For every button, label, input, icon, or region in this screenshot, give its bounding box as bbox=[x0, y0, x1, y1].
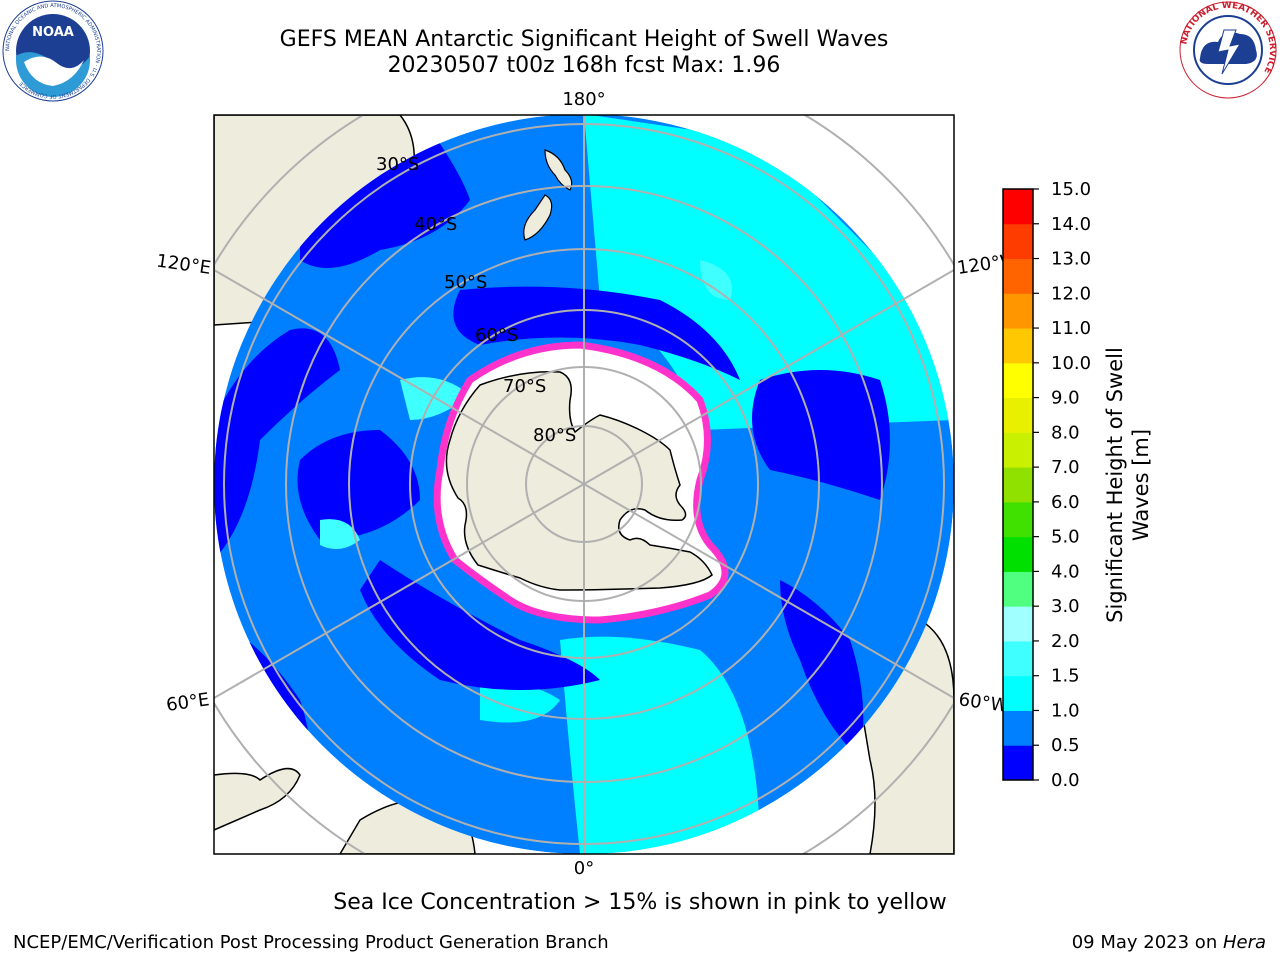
lon-label-120e: 120°E bbox=[155, 251, 212, 279]
colorbar-tick-label: 11.0 bbox=[1051, 318, 1091, 339]
lat-label-50s: 50°S bbox=[444, 272, 487, 293]
lon-label-60e: 60°E bbox=[165, 689, 211, 716]
colorbar-tick-label: 15.0 bbox=[1051, 179, 1091, 200]
new-zealand bbox=[523, 149, 573, 241]
lon-label-60w: 60°W bbox=[957, 689, 1009, 717]
lon-label-0: 0° bbox=[574, 858, 594, 879]
colorbar-segment bbox=[1003, 293, 1033, 329]
colorbar-tick-label: 13.0 bbox=[1051, 249, 1091, 270]
footer-timestamp: 09 May 2023 on Hera bbox=[1072, 932, 1266, 953]
colorbar-tick-label: 6.0 bbox=[1051, 492, 1080, 513]
colorbar-tick-label: 0.5 bbox=[1051, 735, 1080, 756]
colorbar-segment bbox=[1003, 571, 1033, 607]
lon-label-180: 180° bbox=[562, 89, 605, 110]
footer-date: 09 May 2023 on bbox=[1071, 932, 1223, 953]
colorbar-tick-label: 8.0 bbox=[1051, 422, 1080, 443]
map-frame bbox=[213, 114, 955, 855]
colorbar-tick-label: 10.0 bbox=[1051, 353, 1091, 374]
colorbar-segment bbox=[1003, 640, 1033, 677]
colorbar-segment bbox=[1003, 189, 1033, 225]
colorbar-segment bbox=[1003, 675, 1033, 711]
colorbar-segment bbox=[1003, 710, 1033, 746]
colorbar-tick-label: 5.0 bbox=[1051, 527, 1080, 548]
colorbar-tick-label: 1.0 bbox=[1051, 700, 1080, 721]
chart-title: GEFS MEAN Antarctic Significant Height o… bbox=[279, 27, 889, 52]
colorbar-title: Significant Height of Swell Waves [m] bbox=[1103, 347, 1153, 623]
colorbar-segment bbox=[1003, 432, 1033, 468]
colorbar-tick-label: 12.0 bbox=[1051, 283, 1091, 304]
noaa-logo: NOAA NATIONAL OCEANIC AND ATMOSPHERIC AD… bbox=[2, 0, 104, 102]
colorbar-tick-label: 3.0 bbox=[1051, 596, 1080, 617]
lat-label-40s: 40°S bbox=[414, 214, 457, 235]
colorbar: 0.0 0.5 1.0 1.5 2.0 3.0 4.0 5.0 6.0 7.0 8.0 9.0 10.0… bbox=[1002, 179, 1091, 791]
colorbar-frame bbox=[1002, 188, 1034, 781]
colorbar-segment bbox=[1003, 328, 1033, 364]
chart-subtitle-date: 20230507 t00z 168h fcst Max: 1.96 bbox=[387, 53, 781, 78]
footer-credit: NCEP/EMC/Verification Post Processing Pr… bbox=[13, 932, 609, 953]
lat-label-80s: 80°S bbox=[533, 425, 576, 446]
noaa-logo-text: NOAA bbox=[32, 25, 74, 40]
colorbar-segment bbox=[1003, 501, 1033, 538]
colorbar-segment bbox=[1003, 258, 1033, 294]
colorbar-tick-label: 4.0 bbox=[1051, 561, 1080, 582]
nws-logo: NATIONAL WEATHER SERVICE bbox=[1179, 1, 1277, 99]
lat-label-70s: 70°S bbox=[503, 376, 546, 397]
lat-label-30s: 30°S bbox=[376, 154, 419, 175]
colorbar-tick-label: 0.0 bbox=[1051, 770, 1080, 791]
sea-ice-note: Sea Ice Concentration > 15% is shown in … bbox=[333, 890, 947, 915]
colorbar-segment bbox=[1003, 467, 1033, 503]
colorbar-segment bbox=[1003, 223, 1033, 260]
colorbar-tick-label: 14.0 bbox=[1051, 214, 1091, 235]
footer-host: Hera bbox=[1222, 932, 1266, 953]
graticule bbox=[214, 115, 954, 854]
colorbar-segment bbox=[1003, 362, 1033, 399]
colorbar-segment bbox=[1003, 536, 1033, 572]
lat-label-60s: 60°S bbox=[475, 325, 518, 346]
colorbar-segment bbox=[1003, 745, 1033, 781]
colorbar-tick-label: 2.0 bbox=[1051, 631, 1080, 652]
colorbar-tick-label: 9.0 bbox=[1051, 388, 1080, 409]
colorbar-tick-label: 7.0 bbox=[1051, 457, 1080, 478]
colorbar-segment bbox=[1003, 606, 1033, 642]
colorbar-segment bbox=[1003, 397, 1033, 433]
colorbar-tick-label: 1.5 bbox=[1051, 666, 1080, 687]
